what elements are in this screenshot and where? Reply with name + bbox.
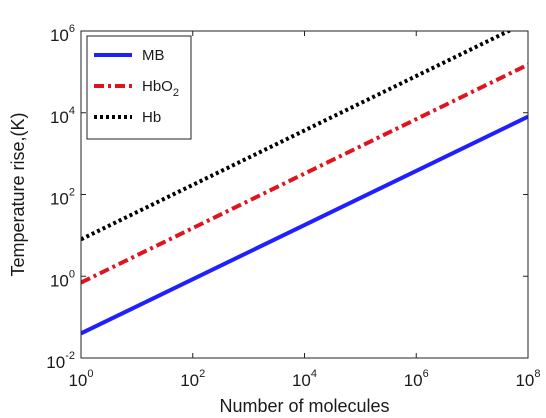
x-tick-label: 100: [68, 368, 93, 390]
x-tick-label: 106: [404, 368, 429, 390]
x-tick-exponent: 2: [199, 368, 205, 380]
x-tick-base: 10: [68, 371, 87, 390]
y-tick-exponent: 2: [69, 187, 75, 199]
y-tick-label: 104: [50, 105, 75, 127]
legend-label: Hb: [142, 109, 161, 126]
y-tick-base: 10: [50, 26, 69, 45]
y-tick-base: 10: [50, 271, 69, 290]
legend-label-name: HbO: [142, 78, 173, 95]
x-tick-exponent: 4: [311, 368, 317, 380]
x-tick-exponent: 6: [423, 368, 429, 380]
y-tick-base: 10: [50, 108, 69, 127]
y-tick-exponent: -2: [65, 350, 75, 362]
y-tick-exponent: 4: [69, 105, 75, 117]
x-tick-label: 108: [515, 368, 540, 390]
y-tick-label: 100: [50, 268, 75, 290]
y-tick-base: 10: [50, 190, 69, 209]
y-tick-exponent: 0: [69, 268, 75, 280]
y-tick-label: 106: [50, 23, 75, 45]
legend-label-name: Hb: [142, 109, 161, 126]
x-tick-exponent: 0: [87, 368, 93, 380]
y-tick-base: 10: [46, 353, 65, 372]
series-line-mb: [81, 114, 528, 336]
legend: MB HbO2 Hb: [86, 35, 192, 140]
y-tick-label: 102: [50, 187, 75, 209]
series-layer: [81, 31, 528, 336]
legend-label-subscript: 2: [173, 87, 179, 99]
x-tick-base: 10: [180, 371, 199, 390]
x-tick-label: 104: [292, 368, 317, 390]
x-tick-base: 10: [292, 371, 311, 390]
x-tick-exponent: 8: [534, 368, 540, 380]
x-tick-base: 10: [404, 371, 423, 390]
series-line-hb: [81, 31, 514, 242]
y-tick-exponent: 6: [69, 23, 75, 35]
x-tick-label: 102: [180, 368, 205, 390]
series-line-hbo: [81, 62, 528, 285]
legend-items: MB HbO2 Hb: [94, 47, 179, 126]
legend-label: HbO2: [142, 78, 179, 99]
legend-label: MB: [142, 47, 165, 64]
y-axis-label: Temperature rise,(K): [8, 112, 28, 276]
legend-label-name: MB: [142, 47, 165, 64]
y-tick-label: 10-2: [46, 350, 75, 372]
x-axis-label: Number of molecules: [219, 396, 389, 416]
x-tick-base: 10: [515, 371, 534, 390]
